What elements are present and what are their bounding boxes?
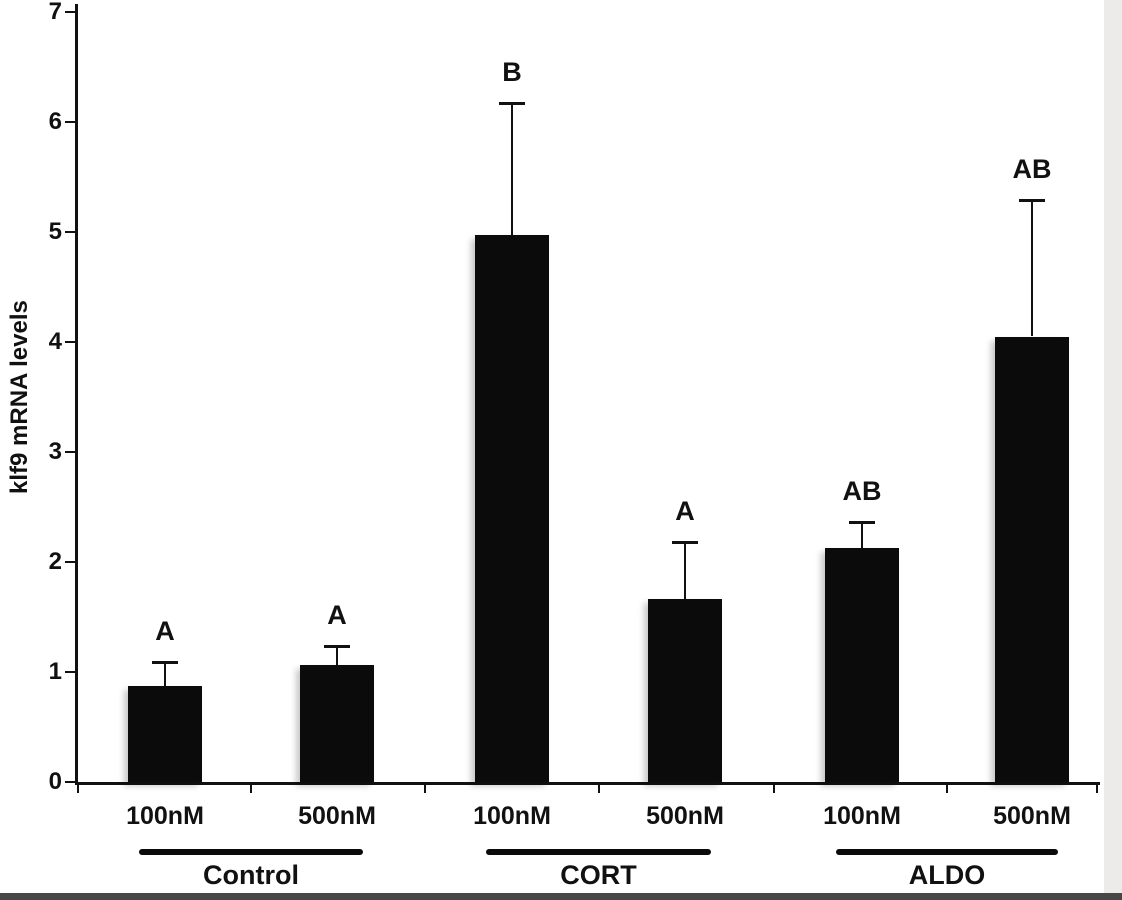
bar: [648, 599, 722, 782]
error-bar-cap: [849, 521, 875, 525]
bar: [128, 686, 202, 782]
page-right-gutter: [1104, 0, 1122, 893]
x-tick-mark: [1096, 785, 1098, 793]
error-bar-cap: [152, 661, 178, 665]
y-tick-mark: [65, 671, 77, 673]
page-bottom-edge: [0, 893, 1122, 900]
y-tick-mark: [65, 231, 77, 233]
error-bar-line: [1031, 200, 1033, 337]
x-tick-label: 100nM: [823, 802, 901, 830]
y-tick-label: 7: [48, 0, 62, 25]
significance-letter: A: [327, 599, 347, 630]
y-tick-label: 1: [48, 658, 62, 685]
group-underline: [139, 849, 363, 855]
x-tick-mark: [423, 785, 426, 793]
error-bar-line: [511, 103, 513, 236]
bar: [475, 235, 549, 782]
y-tick-label: 6: [48, 108, 62, 135]
error-bar-line: [336, 645, 338, 666]
group-label: Control: [203, 860, 299, 890]
y-tick-label: 0: [48, 768, 62, 795]
y-tick-label: 4: [48, 328, 62, 355]
x-tick-label: 100nM: [473, 802, 551, 830]
bar: [995, 336, 1069, 782]
significance-letter: A: [675, 496, 695, 527]
group-label: CORT: [560, 860, 637, 890]
x-tick-label: 500nM: [993, 802, 1071, 830]
significance-letter: A: [155, 616, 175, 647]
significance-letter: B: [502, 57, 522, 88]
bar: [300, 665, 374, 782]
y-axis-line: [75, 4, 78, 785]
error-bar-line: [861, 522, 863, 548]
bar: [825, 547, 899, 782]
y-tick-label: 3: [48, 438, 62, 465]
x-tick-mark: [77, 785, 79, 793]
x-tick-label: 500nM: [646, 802, 724, 830]
x-tick-mark: [250, 785, 252, 793]
y-tick-mark: [65, 121, 77, 123]
significance-letter: AB: [842, 476, 882, 507]
x-tick-mark: [772, 785, 775, 793]
y-tick-mark: [65, 561, 77, 563]
error-bar-line: [164, 662, 166, 687]
y-tick-mark: [65, 781, 77, 783]
y-tick-label: 5: [48, 218, 62, 245]
error-bar-line: [684, 542, 686, 600]
group-underline: [836, 849, 1058, 855]
x-tick-label: 500nM: [298, 802, 376, 830]
group-label: ALDO: [908, 860, 986, 890]
x-tick-label: 100nM: [126, 802, 204, 830]
y-tick-mark: [65, 341, 77, 343]
x-axis-line: [75, 782, 1100, 785]
y-tick-mark: [65, 451, 77, 453]
y-tick-mark: [65, 11, 77, 13]
x-tick-mark: [597, 785, 600, 793]
error-bar-cap: [1019, 199, 1045, 203]
error-bar-cap: [672, 541, 698, 545]
error-bar-cap: [499, 102, 525, 106]
error-bar-cap: [324, 644, 350, 648]
group-underline: [486, 849, 711, 855]
x-tick-mark: [946, 785, 948, 793]
significance-letter: AB: [1012, 154, 1052, 185]
y-tick-label: 2: [48, 548, 62, 575]
